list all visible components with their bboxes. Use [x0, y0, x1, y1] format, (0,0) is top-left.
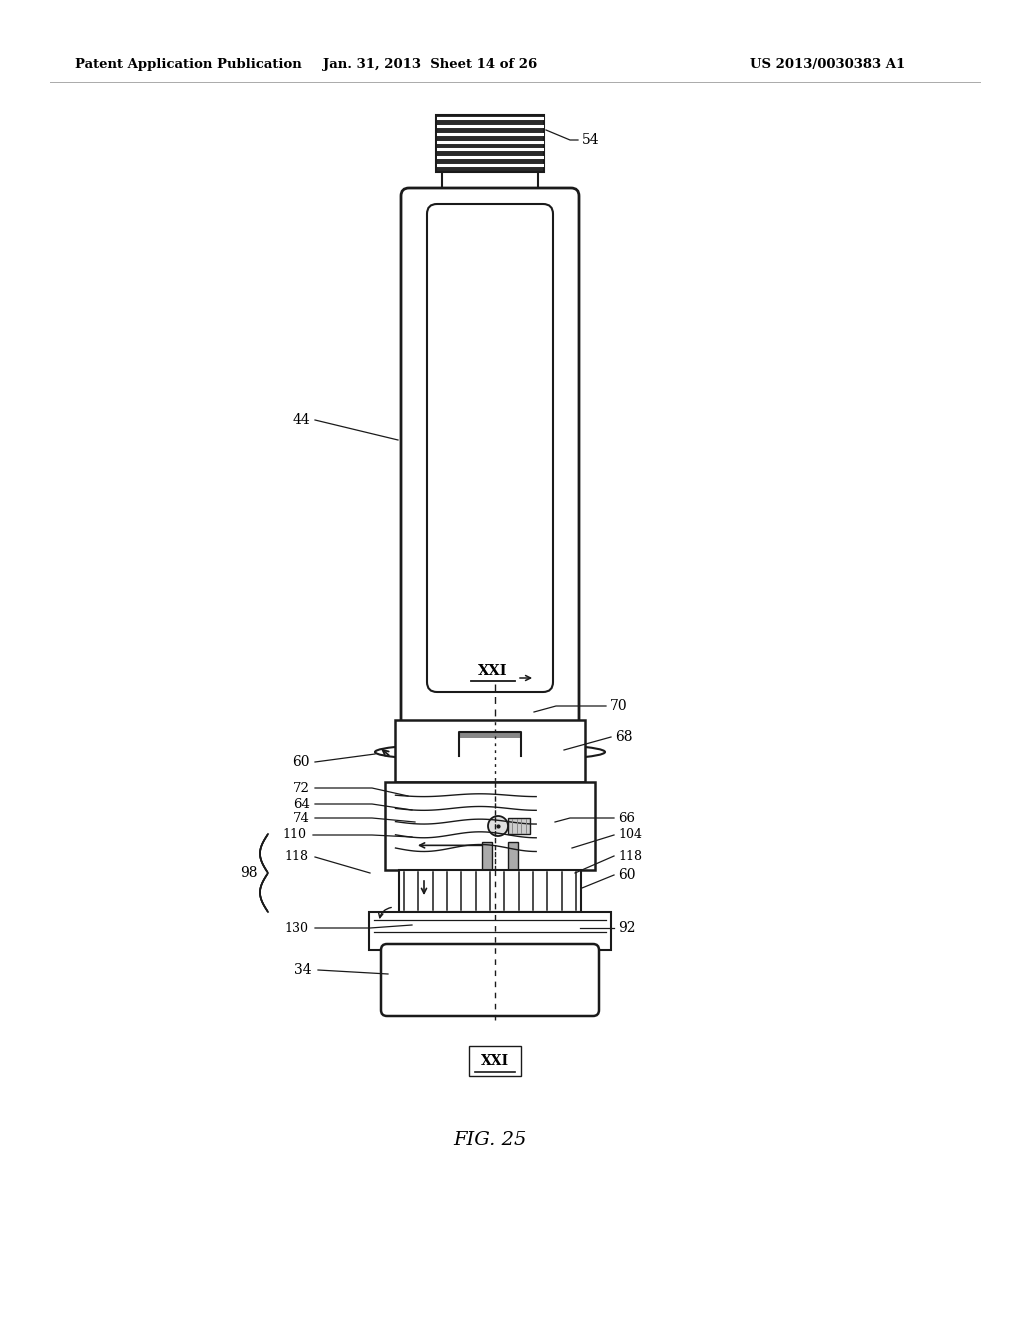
Text: XXI: XXI	[478, 664, 508, 678]
Text: 64: 64	[293, 797, 310, 810]
Text: 118: 118	[284, 850, 308, 863]
Text: US 2013/0030383 A1: US 2013/0030383 A1	[750, 58, 905, 71]
Bar	[459, 733, 521, 738]
Text: XXI: XXI	[481, 1053, 509, 1068]
Bar	[369, 912, 611, 950]
Text: 118: 118	[618, 850, 642, 862]
Bar	[436, 115, 544, 172]
Bar	[508, 818, 530, 834]
Circle shape	[488, 816, 508, 836]
FancyBboxPatch shape	[381, 944, 599, 1016]
Bar	[399, 870, 581, 912]
Text: 34: 34	[294, 964, 312, 977]
Text: 92: 92	[618, 921, 636, 935]
FancyBboxPatch shape	[427, 205, 553, 692]
FancyBboxPatch shape	[401, 187, 579, 729]
Bar	[482, 842, 492, 870]
Text: 104: 104	[618, 829, 642, 842]
Text: 54: 54	[582, 133, 600, 147]
Bar	[469, 1045, 521, 1076]
Bar	[395, 719, 585, 781]
Text: 70: 70	[610, 700, 628, 713]
Text: 130: 130	[284, 921, 308, 935]
Text: Jan. 31, 2013  Sheet 14 of 26: Jan. 31, 2013 Sheet 14 of 26	[323, 58, 538, 71]
Bar	[442, 172, 538, 195]
Text: 72: 72	[293, 781, 310, 795]
Bar	[385, 781, 595, 870]
Text: 110: 110	[282, 829, 306, 842]
Text: 60: 60	[618, 869, 636, 882]
Text: 74: 74	[293, 812, 310, 825]
Text: 66: 66	[618, 812, 635, 825]
Text: 98: 98	[241, 866, 258, 880]
Text: Patent Application Publication: Patent Application Publication	[75, 58, 302, 71]
Text: 60: 60	[293, 755, 310, 770]
Text: 44: 44	[292, 413, 310, 426]
Text: 68: 68	[615, 730, 633, 744]
Text: FIG. 25: FIG. 25	[454, 1131, 526, 1148]
Bar	[508, 842, 518, 870]
